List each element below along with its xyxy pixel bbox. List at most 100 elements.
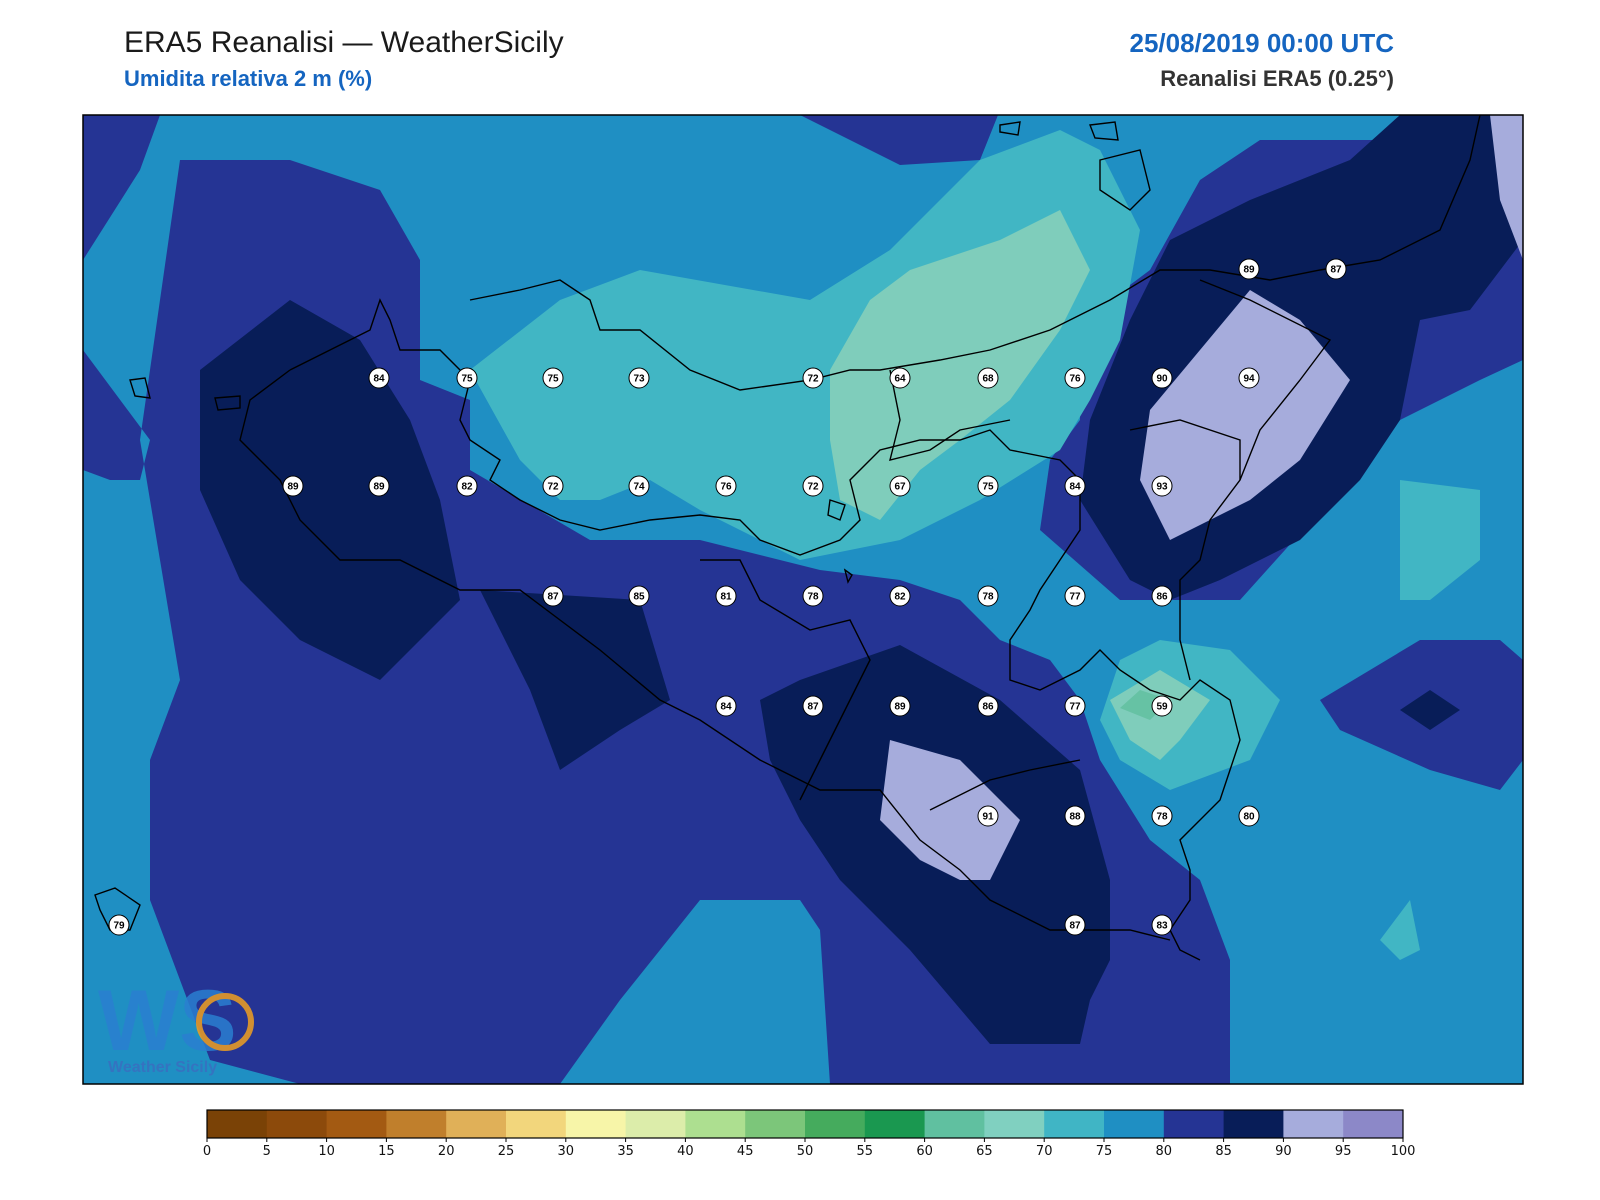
station-marker: 68 — [977, 367, 999, 389]
station-marker: 75 — [456, 367, 478, 389]
logo-text: WS — [98, 973, 237, 1069]
station-value: 64 — [894, 374, 906, 385]
station-marker: 72 — [542, 475, 564, 497]
station-value: 72 — [807, 374, 819, 385]
station-value: 89 — [373, 482, 385, 493]
station-value: 78 — [807, 592, 819, 603]
station-marker: 73 — [628, 367, 650, 389]
colorbar-cell — [266, 1110, 328, 1138]
colorbar-tick-label: 55 — [857, 1144, 874, 1159]
colorbar-tick-label: 80 — [1156, 1144, 1173, 1159]
station-value: 82 — [461, 482, 473, 493]
station-marker: 81 — [715, 585, 737, 607]
colorbar-cell — [565, 1110, 627, 1138]
colorbar-cell — [1044, 1110, 1105, 1138]
station-dot — [368, 367, 390, 389]
station-value: 85 — [633, 592, 645, 603]
colorbar-tick-label: 50 — [797, 1144, 814, 1159]
station-dot — [1151, 585, 1173, 607]
station-dot — [1325, 258, 1347, 280]
colorbar-tick-label: 85 — [1215, 1144, 1232, 1159]
station-dot — [1064, 695, 1086, 717]
station-value: 77 — [1069, 702, 1081, 713]
station-value: 76 — [1069, 374, 1081, 385]
colorbar-cell — [805, 1110, 866, 1138]
station-marker: 94 — [1238, 367, 1260, 389]
station-value: 75 — [461, 374, 473, 385]
colorbar-cell — [1223, 1110, 1284, 1138]
station-marker: 87 — [1325, 258, 1347, 280]
station-marker: 84 — [715, 695, 737, 717]
station-value: 88 — [1069, 812, 1081, 823]
station-value: 94 — [1243, 374, 1255, 385]
station-dot — [802, 475, 824, 497]
station-value: 75 — [547, 374, 559, 385]
station-dot — [802, 367, 824, 389]
colorbar-tick-label: 75 — [1096, 1144, 1113, 1159]
station-dot — [889, 585, 911, 607]
station-value: 77 — [1069, 592, 1081, 603]
station-dot — [1151, 367, 1173, 389]
colorbar-cell — [506, 1110, 567, 1138]
station-marker: 88 — [1064, 805, 1086, 827]
station-dot — [889, 695, 911, 717]
station-value: 87 — [807, 702, 819, 713]
colorbar-tick-label: 0 — [203, 1144, 211, 1159]
station-dot — [456, 475, 478, 497]
station-value: 78 — [1156, 812, 1168, 823]
station-dot — [108, 914, 130, 936]
colorbar-tick-label: 90 — [1275, 1144, 1292, 1159]
station-marker: 77 — [1064, 695, 1086, 717]
station-marker: 87 — [802, 695, 824, 717]
station-value: 91 — [982, 812, 994, 823]
station-value: 82 — [894, 592, 906, 603]
station-dot — [542, 475, 564, 497]
station-marker: 78 — [1151, 805, 1173, 827]
colorbar-tick-label: 45 — [737, 1144, 754, 1159]
station-marker: 86 — [977, 695, 999, 717]
station-dot — [1238, 367, 1260, 389]
station-value: 89 — [287, 482, 299, 493]
station-value: 67 — [894, 482, 906, 493]
station-value: 79 — [113, 921, 125, 932]
colorbar-cell — [326, 1110, 387, 1138]
station-marker: 87 — [1064, 914, 1086, 936]
station-dot — [1151, 805, 1173, 827]
station-dot — [628, 475, 650, 497]
station-dot — [977, 805, 999, 827]
station-marker: 72 — [802, 367, 824, 389]
station-marker: 77 — [1064, 585, 1086, 607]
station-value: 89 — [1243, 265, 1255, 276]
station-dot — [1064, 914, 1086, 936]
station-value: 59 — [1156, 702, 1168, 713]
colorbar-cell — [207, 1110, 268, 1138]
station-dot — [715, 695, 737, 717]
valid-datetime: 25/08/2019 00:00 UTC — [1129, 28, 1394, 58]
station-value: 78 — [982, 592, 994, 603]
station-marker: 83 — [1151, 914, 1173, 936]
colorbar-tick-label: 95 — [1335, 1144, 1352, 1159]
colorbar-cell — [386, 1110, 447, 1138]
station-dot — [1064, 585, 1086, 607]
station-marker: 78 — [802, 585, 824, 607]
colorbar-cells — [207, 1110, 1404, 1138]
station-marker: 79 — [108, 914, 130, 936]
colorbar-cell — [625, 1110, 686, 1138]
station-value: 86 — [982, 702, 994, 713]
station-dot — [802, 585, 824, 607]
station-value: 89 — [894, 702, 906, 713]
map-frame — [82, 114, 1524, 1085]
colorbar-tick-label: 35 — [617, 1144, 634, 1159]
station-marker: 64 — [889, 367, 911, 389]
station-marker: 89 — [282, 475, 304, 497]
station-marker: 80 — [1238, 805, 1260, 827]
station-dot — [715, 475, 737, 497]
station-value: 84 — [373, 374, 385, 385]
colorbar-tick-label: 25 — [498, 1144, 515, 1159]
station-dot — [628, 367, 650, 389]
station-value: 83 — [1156, 921, 1168, 932]
station-marker: 84 — [368, 367, 390, 389]
colorbar-cell — [864, 1110, 926, 1138]
station-markers: 84 75 75 73 72 64 68 76 90 94 89 87 89 89 82 72 74 76 72 67… — [108, 258, 1347, 936]
